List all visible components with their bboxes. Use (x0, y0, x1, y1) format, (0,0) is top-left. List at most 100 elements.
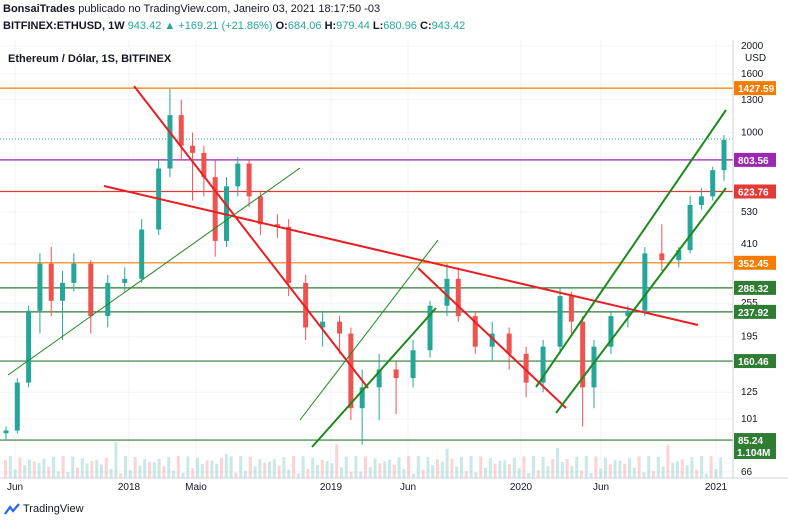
trendline-green-thin-2[interactable] (299, 239, 439, 421)
candle-body (48, 263, 54, 301)
volume-bar (100, 464, 103, 478)
volume-bar (349, 471, 353, 478)
volume-bar (229, 456, 233, 478)
volume-bar (344, 456, 348, 478)
high-value: 979.44 (336, 20, 370, 32)
low-label: L: (372, 20, 384, 32)
volume-bar (205, 460, 209, 478)
volume-bar (565, 459, 569, 478)
volume-bar (676, 461, 679, 478)
volume-bar (176, 456, 180, 478)
volume-bar (4, 460, 7, 478)
candle-body (591, 346, 597, 388)
candle-body (427, 305, 433, 351)
volume-bar (301, 456, 305, 478)
volume-bar (157, 458, 161, 478)
trendline-red-1[interactable] (133, 85, 369, 389)
volume-bar (272, 459, 276, 478)
volume-bar (522, 456, 526, 478)
volume-bar (28, 459, 31, 478)
time-tick-label: 2019 (320, 482, 343, 493)
candle-body (105, 282, 111, 317)
channel-line-lower-1[interactable] (311, 307, 437, 448)
candle-body (212, 177, 218, 241)
volume-bar (464, 471, 468, 478)
price-chart[interactable]: 200016001300100080053041025519512510166U… (0, 40, 788, 500)
volume-bar (311, 457, 315, 478)
volume-bar (268, 461, 271, 478)
volume-bar (80, 458, 84, 478)
volume-bar (253, 466, 257, 478)
volume-bar (455, 466, 459, 478)
volume-bar (335, 444, 339, 478)
price-level-badge (734, 280, 776, 295)
trendline-red-3[interactable] (417, 267, 567, 409)
trendline-red-2[interactable] (103, 185, 699, 326)
author-name[interactable]: BonsaiTrades (3, 3, 76, 15)
volume-bar (76, 467, 79, 478)
volume-bar (436, 459, 439, 478)
candle-body (359, 387, 365, 409)
candle-body (676, 250, 682, 261)
volume-bar (680, 459, 684, 478)
volume-bar (133, 457, 137, 478)
price-tick-label: 1600 (741, 69, 764, 80)
volume-bar (196, 457, 199, 478)
price-level-value: 288.32 (738, 284, 769, 295)
volume-bar (56, 471, 60, 478)
volume-bar (527, 473, 531, 478)
chart-legend-title[interactable]: Ethereum / Dólar, 1S, BITFINEX (8, 53, 172, 65)
volume-bar (460, 456, 463, 478)
grid (0, 40, 733, 478)
volume-bar (632, 467, 636, 478)
volume-bar (162, 466, 166, 478)
volume-bar (560, 462, 564, 478)
volume-bar (287, 469, 291, 478)
volume-bar (479, 456, 483, 478)
volume-bar (695, 469, 699, 478)
candle-body (139, 229, 145, 279)
volume-bar (47, 466, 51, 478)
volume-bar (652, 471, 655, 478)
symbol-name[interactable]: BITFINEX:ETHUSD, 1W (3, 20, 125, 32)
volume-bar (23, 465, 27, 478)
volume-bar (263, 462, 267, 478)
tradingview-brand[interactable]: TradingView (4, 503, 84, 515)
volume-bar (469, 456, 473, 478)
volume-bar (440, 461, 444, 478)
volume-bar (484, 467, 487, 478)
price-tick-label: 66 (741, 467, 753, 478)
price-change: +169.21 (+21.86%) (178, 20, 273, 32)
volume-bar (277, 465, 281, 478)
channel-line-lower-2[interactable] (555, 187, 727, 414)
candle-body (444, 278, 450, 306)
tradingview-logo-icon (4, 503, 20, 515)
trendline-green-thin-1[interactable] (7, 167, 301, 376)
candle-body (410, 350, 416, 379)
chart-area[interactable]: 200016001300100080053041025519512510166U… (0, 40, 788, 500)
volume-bar (431, 465, 435, 478)
volume-bar (637, 456, 641, 478)
candle-body (26, 310, 32, 383)
channel-line-upper-2[interactable] (535, 109, 727, 388)
close-value: 943.42 (431, 20, 466, 32)
candle-body (178, 115, 184, 146)
volume-bar (488, 458, 492, 478)
candle-body (60, 282, 66, 301)
volume-bar (604, 457, 607, 478)
volume-bar (392, 464, 396, 478)
price-tick-label: 101 (741, 414, 758, 425)
time-scale-ticks: Jun 2018 Maio 2019 Jun 2020 Jun 2021 (7, 482, 728, 493)
volume-bar (186, 456, 190, 478)
time-tick-label: Jun (7, 482, 23, 493)
volume-bar (128, 470, 132, 478)
candle-body (580, 321, 586, 388)
volume-bar (551, 459, 555, 478)
price-tick-label: 255 (741, 298, 758, 309)
volume-bar (589, 473, 593, 478)
volume-bar (368, 467, 372, 478)
price-level-badge (734, 255, 776, 270)
candle-body (472, 316, 478, 347)
volume-bar (498, 460, 502, 478)
candle-body (37, 263, 43, 311)
